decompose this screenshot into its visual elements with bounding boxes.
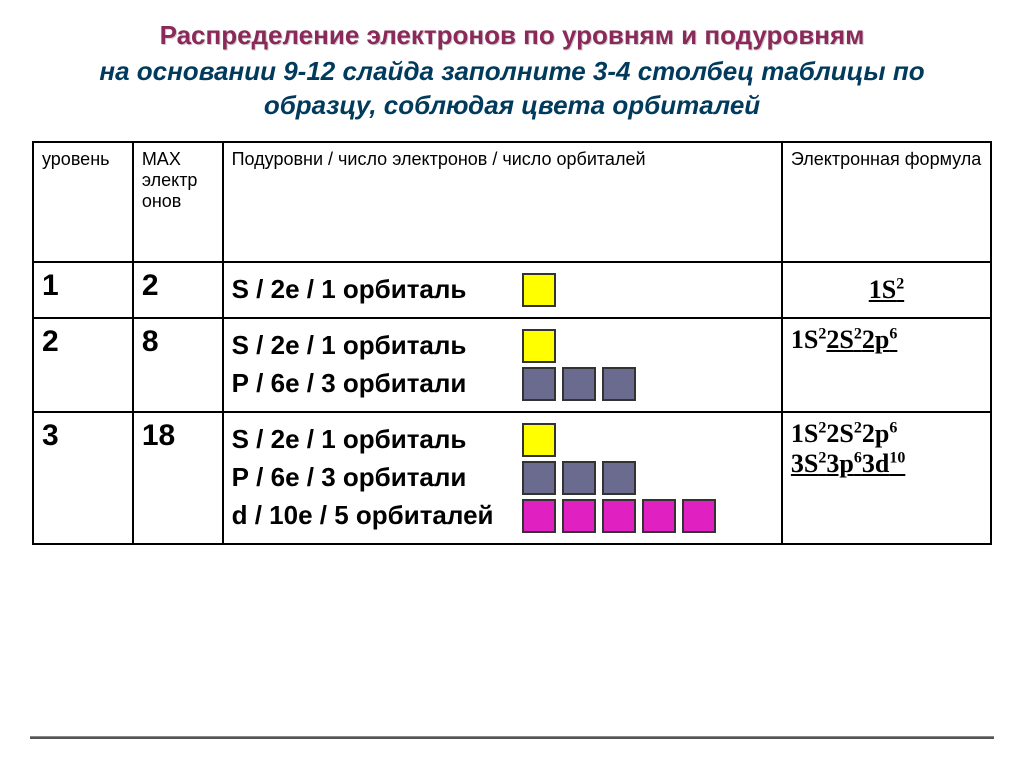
electron-table: уровень МАХ электр онов Подуровни / числ… [32,141,992,545]
sublevel-row: Р / 6е / 3 орбитали [232,367,773,401]
cell-max: 8 [133,318,223,412]
header-row: уровень МАХ электр онов Подуровни / числ… [33,142,991,262]
sublevel-text: S / 2е / 1 орбиталь [232,274,512,305]
sublevel-text: S / 2е / 1 орбиталь [232,424,512,455]
orbital-boxes [522,273,556,307]
orbital-box-s [522,329,556,363]
orbital-box-d [642,499,676,533]
table-row: 12 S / 2е / 1 орбиталь 1S2 [33,262,991,318]
sublevel-row: Р / 6е / 3 орбитали [232,461,773,495]
title-line-3: образцу, соблюдая цвета орбиталей [30,89,994,123]
sublevel-row: S / 2е / 1 орбиталь [232,423,773,457]
cell-sublevels: S / 2е / 1 орбиталь [223,262,782,318]
sublevel-text: Р / 6е / 3 орбитали [232,462,512,493]
orbital-boxes [522,423,556,457]
header-level: уровень [33,142,133,262]
orbital-box-p [562,367,596,401]
cell-formula: 1S22S22p63S23p63d10 [782,412,991,544]
cell-sublevels: S / 2е / 1 орбиталь Р / 6е / 3 орбитали d … [223,412,782,544]
cell-level: 3 [33,412,133,544]
orbital-box-p [562,461,596,495]
orbital-box-p [602,461,636,495]
formula-text: 1S22S22p63S23p63d10 [791,419,982,479]
sublevel-row: S / 2е / 1 орбиталь [232,329,773,363]
orbital-box-d [602,499,636,533]
cell-formula: 1S22S22p6 [782,318,991,412]
orbital-box-p [522,367,556,401]
header-formula: Электронная формула [782,142,991,262]
cell-level: 2 [33,318,133,412]
title-block: Распределение электронов по уровням и по… [30,20,994,123]
orbital-boxes [522,329,556,363]
orbital-box-d [562,499,596,533]
sublevel-text: Р / 6е / 3 орбитали [232,368,512,399]
orbital-box-d [682,499,716,533]
formula-text: 1S2 [791,275,982,305]
orbital-box-s [522,273,556,307]
header-max: МАХ электр онов [133,142,223,262]
cell-level: 1 [33,262,133,318]
cell-max: 18 [133,412,223,544]
header-sub: Подуровни / число электронов / число орб… [223,142,782,262]
orbital-boxes [522,367,636,401]
orbital-boxes [522,461,636,495]
table-row: 318 S / 2е / 1 орбиталь Р / 6е / 3 орбитал… [33,412,991,544]
cell-sublevels: S / 2е / 1 орбиталь Р / 6е / 3 орбитали [223,318,782,412]
sublevel-row: S / 2е / 1 орбиталь [232,273,773,307]
formula-text: 1S22S22p6 [791,325,982,355]
orbital-box-p [522,461,556,495]
sublevel-row: d / 10е / 5 орбиталей [232,499,773,533]
sublevel-text: d / 10е / 5 орбиталей [232,500,512,531]
cell-formula: 1S2 [782,262,991,318]
table-row: 28 S / 2е / 1 орбиталь Р / 6е / 3 орбитали… [33,318,991,412]
orbital-box-s [522,423,556,457]
title-line-1: Распределение электронов по уровням и по… [30,20,994,51]
cell-max: 2 [133,262,223,318]
orbital-boxes [522,499,716,533]
sublevel-text: S / 2е / 1 орбиталь [232,330,512,361]
title-line-2: на основании 9-12 слайда заполните 3-4 с… [30,55,994,89]
table-body: 12S / 2е / 1 орбиталь1S228S / 2е / 1 орб… [33,262,991,544]
orbital-box-d [522,499,556,533]
footer-divider [30,736,994,739]
orbital-box-p [602,367,636,401]
